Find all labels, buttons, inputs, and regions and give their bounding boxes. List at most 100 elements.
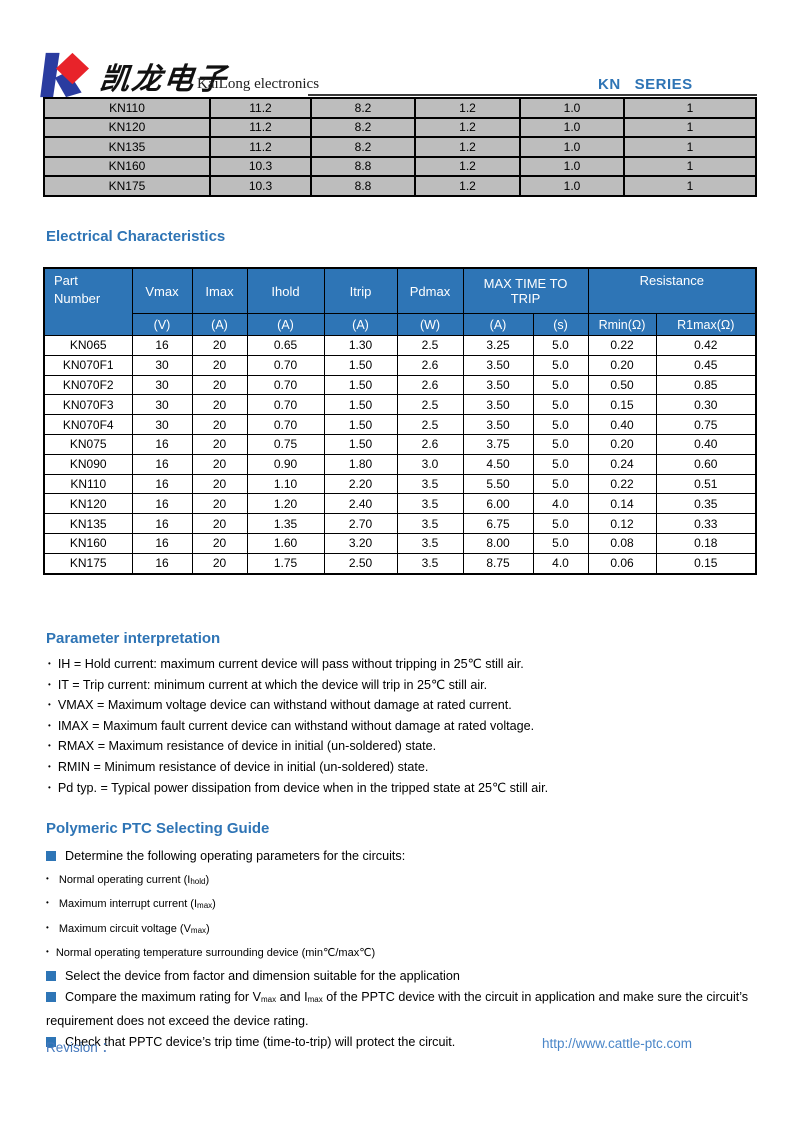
table-row: KN110 11.2 8.2 1.2 1.0 1 <box>43 97 757 119</box>
unit-vmax: (V) <box>131 313 193 336</box>
table-cell: 2.6 <box>396 374 464 396</box>
table-cell: 20 <box>191 473 248 495</box>
table-cell: 0.70 <box>246 394 325 416</box>
table-cell: 0.70 <box>246 374 325 396</box>
table-cell: 0.45 <box>655 354 757 376</box>
table-cell: 8.75 <box>462 552 534 575</box>
guide-sub-vmax: Maximum circuit voltage (Vmax) <box>46 917 760 942</box>
table-row: KN175 16 20 1.75 2.50 3.5 8.75 4.0 0.06 0.15 <box>43 552 757 575</box>
table-cell: 16 <box>131 473 193 495</box>
table-cell: 30 <box>131 394 193 416</box>
table-cell: 0.75 <box>246 433 325 455</box>
table-cell: 0.65 <box>246 335 325 356</box>
table-cell: 0.20 <box>587 433 657 455</box>
table-cell: 3.50 <box>462 354 534 376</box>
table-cell: 3.5 <box>396 493 464 515</box>
param-bullet-rmax: RMAX = Maximum resistance of device in i… <box>46 736 758 757</box>
col-header-part-number: Part Number <box>43 267 133 336</box>
param-bullet-it: IT = Trip current: minimum current at wh… <box>46 675 758 696</box>
table-cell: 0.18 <box>655 532 757 554</box>
table-cell: 1.35 <box>246 513 325 534</box>
unit-trip-current: (A) <box>462 313 534 336</box>
table-cell: 16 <box>131 513 193 534</box>
table-cell: 20 <box>191 493 248 515</box>
table-row: KN070F3 30 20 0.70 1.50 2.5 3.50 5.0 0.15 0.30 <box>43 394 757 416</box>
bullet-square-icon <box>46 1037 56 1047</box>
table-cell: 1.10 <box>246 473 325 495</box>
col-header-pdmax: Pdmax <box>396 267 464 314</box>
table-cell: 3.25 <box>462 335 534 356</box>
electrical-characteristics-table: Part Number Vmax Imax Ihold Itrip Pdmax … <box>43 267 758 575</box>
series-label: KN SERIES <box>598 76 693 93</box>
table-cell: 1.50 <box>323 374 398 396</box>
bullet-square-icon <box>46 992 56 1002</box>
col-header-resistance: Resistance <box>587 267 757 314</box>
guide-sub-imax-post: ) <box>212 898 216 910</box>
max-time-line2: TRIP <box>510 291 541 306</box>
unit-trip-seconds: (s) <box>532 313 589 336</box>
guide-sub-ihold-pre: Normal operating current (I <box>58 873 191 886</box>
table-cell: 20 <box>191 433 248 455</box>
table-cell: 1.80 <box>323 453 398 475</box>
table-cell: KN120 <box>43 116 211 138</box>
table-cell: 0.06 <box>587 552 657 575</box>
table-cell: 3.20 <box>323 532 398 554</box>
col-header-ihold: Ihold <box>246 267 325 314</box>
table-cell: 0.08 <box>587 532 657 554</box>
table-cell: 0.24 <box>587 453 657 475</box>
guide-item-compare: Compare the maximum rating for Vmax and … <box>46 987 760 1031</box>
guide-sub-temperature: Normal operating temperature surrounding… <box>46 941 760 965</box>
table-cell: 8.8 <box>310 175 416 197</box>
table-row: KN070F2 30 20 0.70 1.50 2.6 3.50 5.0 0.50 0.85 <box>43 374 757 396</box>
table-cell: KN135 <box>43 136 211 158</box>
guide-sub-ihold-sub: hold <box>190 876 206 886</box>
table-cell: 0.50 <box>587 374 657 396</box>
unit-ihold: (A) <box>246 313 325 336</box>
table-cell: 2.40 <box>323 493 398 515</box>
table-row: KN135 16 20 1.35 2.70 3.5 6.75 5.0 0.12 0.33 <box>43 513 757 534</box>
table-cell: 5.0 <box>532 532 589 554</box>
website-link[interactable]: http://www.cattle-ptc.com <box>542 1036 693 1051</box>
table-cell: 0.15 <box>655 552 757 575</box>
unit-rmin: Rmin(Ω) <box>587 313 657 336</box>
table-cell: 2.6 <box>396 433 464 455</box>
table-cell: 16 <box>131 493 193 515</box>
table-cell: 5.0 <box>532 453 589 475</box>
table-cell: 30 <box>131 414 193 435</box>
col-header-vmax: Vmax <box>131 267 193 314</box>
guide-sub-imax-sub: max <box>197 901 213 910</box>
table-cell: 1.50 <box>323 354 398 376</box>
col-header-max-time-to-trip: MAX TIME TO TRIP <box>462 267 589 314</box>
table-cell: 5.0 <box>532 513 589 534</box>
table-cell: 8.00 <box>462 532 534 554</box>
table-row: KN065 16 20 0.65 1.30 2.5 3.25 5.0 0.22 0.42 <box>43 335 757 356</box>
table-cell: 1.50 <box>323 414 398 435</box>
guide-item-compare-sub2: max <box>307 995 323 1004</box>
table-cell: 0.22 <box>587 473 657 495</box>
table-cell: 5.0 <box>532 394 589 416</box>
header-rule <box>308 94 757 96</box>
table-cell: 0.51 <box>655 473 757 495</box>
table-cell: 11.2 <box>209 97 312 119</box>
guide-sub-ihold: Normal operating current (Ihold) <box>46 868 760 893</box>
table-cell: 20 <box>191 513 248 534</box>
guide-item-check: Check that PPTC device’s trip time (time… <box>46 1032 760 1053</box>
guide-sub-ihold-post: ) <box>205 873 210 886</box>
table-row: KN120 11.2 8.2 1.2 1.0 1 <box>43 116 757 138</box>
table-cell: KN160 <box>43 532 133 554</box>
table-cell: KN110 <box>43 473 133 495</box>
table-cell: 16 <box>131 532 193 554</box>
table-cell: 3.50 <box>462 394 534 416</box>
table-cell: 6.00 <box>462 493 534 515</box>
table-cell: KN175 <box>43 175 211 197</box>
table-cell: 30 <box>131 354 193 376</box>
table-cell: 0.14 <box>587 493 657 515</box>
table-cell: KN070F2 <box>43 374 133 396</box>
table-cell: 2.5 <box>396 394 464 416</box>
table-cell: 1.50 <box>323 394 398 416</box>
table-cell: 20 <box>191 374 248 396</box>
table-cell: 0.20 <box>587 354 657 376</box>
col-header-imax: Imax <box>191 267 248 314</box>
table-row: KN090 16 20 0.90 1.80 3.0 4.50 5.0 0.24 0.60 <box>43 453 757 475</box>
electrical-characteristics-title: Electrical Characteristics <box>46 228 226 245</box>
